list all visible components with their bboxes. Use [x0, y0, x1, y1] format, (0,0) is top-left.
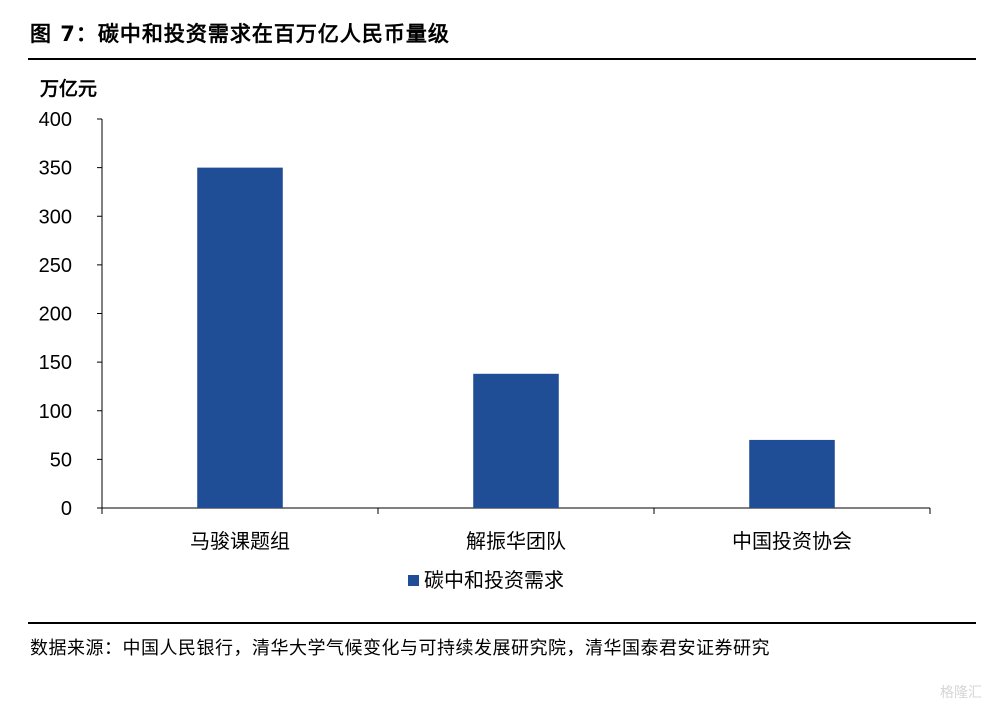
y-tick-label: 200	[39, 304, 72, 326]
y-axis: 0 50 100 150 200 250 300 350 400	[39, 109, 103, 520]
bar-series	[197, 167, 835, 508]
y-axis-unit-label: 万亿元	[40, 78, 98, 100]
watermark-logo: 格隆汇	[940, 682, 982, 702]
source-divider	[28, 622, 976, 624]
y-tick-label: 150	[39, 352, 72, 374]
x-category-label: 解振华团队	[466, 529, 566, 553]
x-category-label: 中国投资协会	[732, 529, 852, 553]
legend: 碳中和投资需求	[408, 568, 564, 592]
y-tick-label: 400	[39, 109, 72, 131]
y-tick-label: 100	[39, 401, 72, 423]
x-axis: 马骏课题组 解振华团队 中国投资协会	[101, 507, 931, 553]
watermark-text: 格隆汇	[940, 685, 982, 701]
y-tick-label: 350	[39, 158, 72, 180]
legend-label: 碳中和投资需求	[424, 568, 564, 592]
y-tick-label: 0	[61, 498, 72, 520]
y-tick-label: 300	[39, 206, 72, 228]
title-divider	[28, 58, 976, 60]
bar	[749, 439, 835, 508]
data-source-note: 数据来源：中国人民银行，清华大学气候变化与可持续发展研究院，清华国泰君安证券研究	[30, 638, 770, 659]
bar	[197, 167, 283, 508]
x-category-label: 马骏课题组	[190, 529, 290, 553]
bar-chart: 0 50 100 150 200 250 300 350 400 马骏课题组 解振华团队 中国投资协…	[39, 109, 931, 592]
figure-title: 图 7：碳中和投资需求在百万亿人民币量级	[30, 22, 450, 46]
bar	[473, 373, 559, 508]
y-tick-label: 250	[39, 255, 72, 277]
legend-swatch	[408, 575, 419, 586]
y-tick-label: 50	[50, 449, 72, 471]
